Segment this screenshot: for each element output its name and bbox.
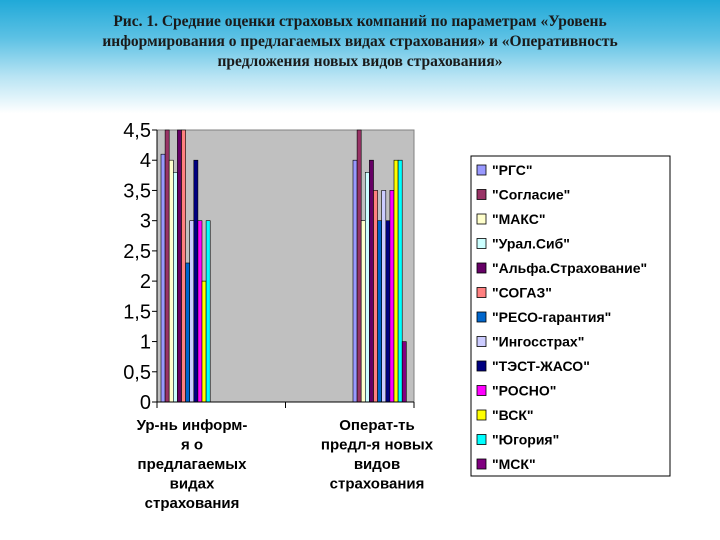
- legend-swatch: [476, 409, 487, 421]
- bar: [185, 262, 191, 403]
- bar: [189, 220, 195, 403]
- bar: [181, 129, 186, 403]
- y-tick-label: 3: [140, 211, 151, 233]
- legend-label: "Согласие": [492, 187, 570, 203]
- bar: [168, 159, 174, 403]
- legend-label: "ТЭСТ-ЖАСО": [492, 358, 590, 374]
- legend-box: [470, 155, 671, 477]
- legend-swatch: [476, 262, 487, 274]
- legend-swatch: [476, 385, 487, 396]
- bar: [197, 220, 203, 403]
- legend-swatch: [476, 434, 487, 445]
- bar: [393, 159, 399, 403]
- bar: [352, 159, 358, 403]
- bar: [356, 129, 362, 403]
- bar: [193, 159, 199, 403]
- chart-title: Рис. 1. Средние оценки страховых компани…: [102, 13, 618, 70]
- legend-label: "Альфа.Страхование": [492, 260, 647, 276]
- bar: [397, 159, 403, 403]
- legend-label: "Югория": [492, 432, 559, 448]
- bar: [381, 190, 387, 403]
- y-tick-label: 2,5: [123, 241, 151, 263]
- y-tick-label: 1,5: [123, 301, 151, 323]
- bar: [369, 159, 374, 403]
- legend-label: "МАКС": [492, 211, 546, 227]
- y-tick-label: 0,5: [123, 362, 151, 384]
- y-tick-label: 0: [140, 392, 151, 414]
- bar: [389, 190, 395, 403]
- bar: [201, 280, 207, 403]
- y-tick-label: 3,5: [123, 180, 151, 202]
- legend-swatch: [476, 213, 487, 225]
- legend-label: "Урал.Сиб": [492, 236, 570, 252]
- legend-swatch: [476, 238, 487, 249]
- legend-label: "ВСК": [492, 407, 534, 423]
- legend-swatch: [476, 458, 487, 470]
- bar: [173, 172, 178, 403]
- legend-swatch: [476, 311, 487, 323]
- legend-label: "МСК": [492, 456, 536, 472]
- legend-label: "РГС": [492, 162, 532, 178]
- y-tick-label: 1: [140, 332, 151, 354]
- legend-swatch: [476, 336, 487, 347]
- legend-label: "Ингосстрах": [492, 334, 584, 350]
- legend-swatch: [476, 360, 487, 372]
- x-category-label: Операт-ть предл-я новых видов страхования: [321, 417, 434, 493]
- bar: [360, 220, 366, 403]
- bar: [177, 129, 182, 403]
- bar: [385, 220, 391, 403]
- y-tick-label: 4: [140, 150, 151, 172]
- bar: [160, 153, 166, 403]
- x-category-label: Ур-нь информ-я о предлагаемых видах страхов…: [137, 417, 248, 512]
- bar: [205, 220, 211, 403]
- bar: [364, 172, 370, 403]
- legend-swatch: [476, 164, 487, 176]
- legend-label: "РОСНО": [492, 383, 556, 399]
- bar: [401, 341, 407, 403]
- legend-label: "РЕСО-гарантия": [492, 309, 611, 325]
- legend-label: "СОГАЗ": [492, 285, 552, 301]
- y-tick-label: 4,5: [123, 120, 151, 142]
- y-tick-label: 2: [140, 271, 151, 293]
- legend-swatch: [476, 189, 487, 200]
- bar: [373, 190, 378, 403]
- legend-swatch: [476, 287, 487, 298]
- bar: [164, 129, 170, 403]
- bar: [377, 220, 383, 403]
